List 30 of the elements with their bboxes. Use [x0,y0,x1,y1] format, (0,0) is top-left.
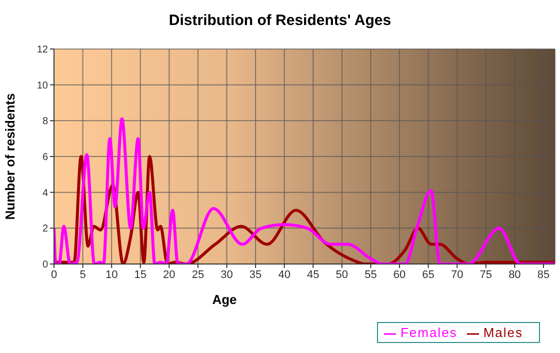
x-tick-label: 70 [450,268,464,281]
x-tick-label: 65 [422,268,434,281]
legend-label: Males [483,325,523,340]
y-tick-label: 12 [36,44,48,56]
y-tick-label: 10 [36,80,48,92]
x-tick-label: 50 [336,268,348,281]
x-tick-label: 10 [105,268,118,281]
x-tick-label: 15 [134,268,147,281]
legend-label: Females [400,325,458,340]
x-tick-label: 55 [364,268,377,281]
x-tick-label: 35 [249,268,262,281]
y-axis-title: Number of residents [2,93,18,220]
x-tick-label: 0 [50,268,58,281]
x-axis-title: Age [212,292,237,307]
x-tick-label: 85 [537,268,550,281]
y-tick-label: 4 [42,188,48,199]
x-tick-label: 40 [278,268,290,281]
x-tick-label: 75 [480,268,492,281]
x-tick-label: 60 [393,268,406,281]
x-tick-label: 80 [508,268,521,281]
y-tick-label: 6 [42,152,48,164]
x-tick-label: 30 [220,268,233,281]
y-tick-label: 8 [42,116,48,128]
x-tick-label: 25 [192,268,204,281]
x-tick-label: 45 [307,268,320,281]
y-tick-label: 0 [42,260,48,271]
x-tick-label: 20 [163,268,176,281]
chart-title: Distribution of Residents' Ages [168,12,392,29]
x-tick-label: 5 [80,268,86,281]
y-tick-label: 2 [42,224,48,235]
